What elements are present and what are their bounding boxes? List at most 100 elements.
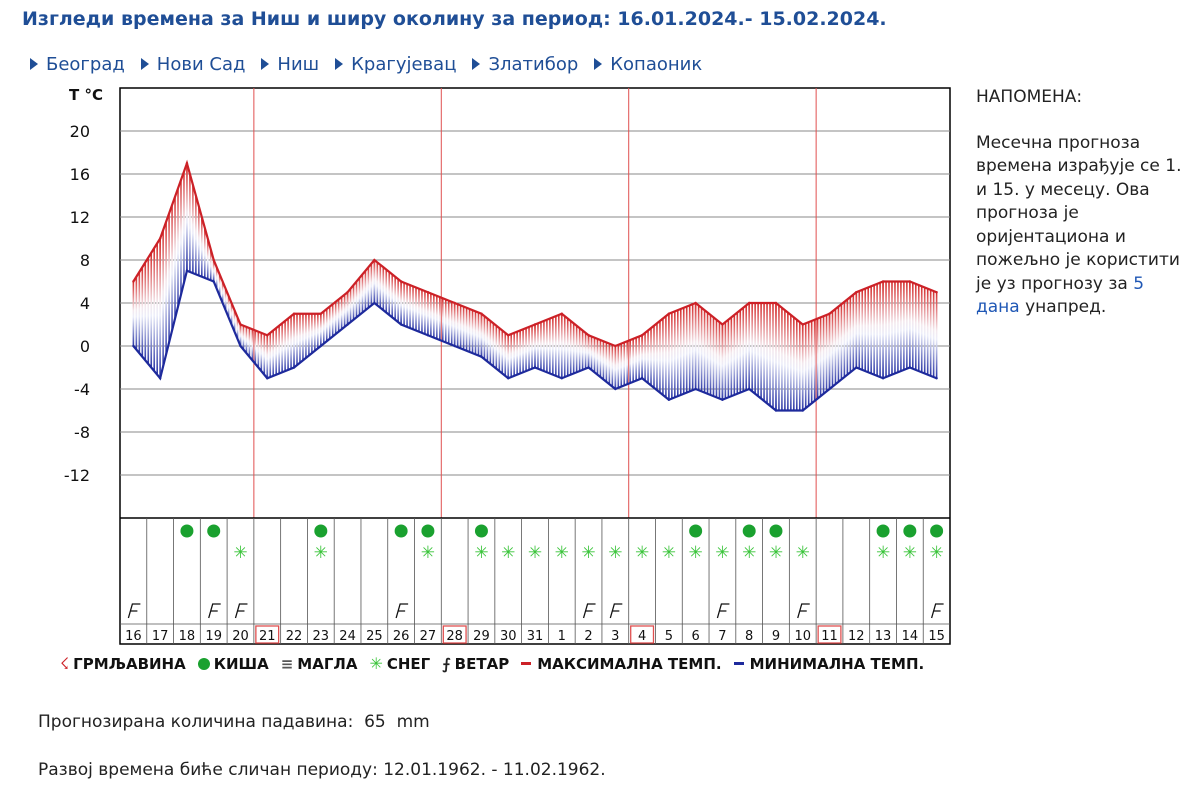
analog-period: 12.01.1962. - 11.02.1962. (383, 760, 606, 780)
min-temp-point (747, 387, 751, 391)
date-label: 22 (286, 629, 303, 644)
max-temp-point (908, 280, 912, 283)
y-axis-label: T °C (69, 86, 103, 104)
max-temp-point (828, 312, 831, 315)
min-temp-point (560, 377, 563, 380)
min-temp-point (828, 387, 831, 391)
snow-icon: ✳ (314, 543, 328, 563)
city-link-beograd[interactable]: Београд (30, 52, 125, 76)
city-link-kopaonik[interactable]: Копаоник (594, 52, 702, 76)
sunday-box (817, 625, 842, 644)
analog-label: Развој времена биће сличан периоду: (38, 760, 378, 780)
y-tick-label: 0 (80, 337, 90, 356)
date-label: 7 (718, 629, 726, 644)
min-temp-point (292, 366, 296, 369)
legend-label: МАГЛА (297, 654, 358, 673)
legend-rain: КИША (197, 654, 269, 673)
date-label: 23 (313, 629, 330, 644)
wind-icon (930, 603, 944, 619)
min-temp-point (935, 377, 938, 380)
min-temp-point (587, 366, 590, 369)
city-label: Ниш (277, 53, 320, 75)
wind-icon (582, 603, 596, 619)
min-temp-point (533, 366, 537, 369)
snow-icon: ✳ (715, 543, 729, 563)
date-label: 12 (848, 629, 865, 644)
arrow-right-icon (30, 58, 38, 70)
note-link-5-days[interactable]: 5 дана (976, 273, 1145, 318)
legend-thunder: ☇ ГРМЉАВИНА (60, 654, 186, 673)
rain-icon (474, 524, 488, 538)
precipitation-summary: Прогнозирана количина падавина: 65 mm (38, 712, 430, 732)
max-temp-point (373, 258, 376, 262)
max-temp-point (801, 323, 804, 326)
city-label: Златибор (488, 53, 579, 75)
max-temp-point (292, 312, 296, 315)
max-temp-point (453, 301, 456, 305)
max-line-icon (521, 662, 532, 665)
max-temp-point (212, 258, 215, 262)
min-temp-point (640, 377, 644, 380)
y-tick-label: -12 (64, 466, 90, 485)
precip-value: 65 (364, 712, 386, 732)
snow-icon: ✳ (501, 543, 515, 563)
sunday-box (255, 625, 280, 644)
min-temp-point (185, 269, 189, 272)
max-temp-point (935, 291, 938, 294)
min-temp-point (774, 409, 778, 412)
y-tick-label: 16 (70, 165, 90, 184)
max-temp-point (560, 312, 563, 315)
rain-icon (180, 524, 194, 538)
date-label: 2 (584, 629, 592, 644)
snow-icon: ✳ (474, 543, 488, 563)
date-label: 16 (125, 629, 142, 644)
date-label: 17 (152, 629, 169, 644)
precip-unit: mm (396, 712, 430, 732)
max-temp-point (667, 312, 671, 315)
min-temp-point (881, 377, 885, 380)
city-link-novi-sad[interactable]: Нови Сад (140, 52, 245, 76)
rain-icon (197, 657, 210, 670)
snow-icon: ✳ (555, 543, 569, 563)
max-temp-point (507, 334, 510, 337)
date-label: 13 (875, 629, 892, 644)
min-temp-point (480, 355, 483, 358)
wind-icon (797, 603, 810, 619)
min-line-icon (733, 662, 744, 665)
snow-icon: ✳ (608, 543, 622, 563)
date-label: 20 (232, 629, 249, 644)
max-temp-point (747, 301, 751, 305)
city-link-nis[interactable]: Ниш (261, 52, 319, 76)
min-temp-point (426, 334, 430, 337)
precip-label: Прогнозирана количина падавина: (38, 712, 354, 732)
legend-label: МИНИМАЛНА ТЕМП. (749, 654, 925, 673)
date-label: 14 (902, 629, 919, 644)
wind-icon (127, 603, 141, 619)
rain-icon (742, 524, 756, 538)
fog-icon: ≡ (280, 654, 294, 673)
legend-label: КИША (213, 654, 269, 673)
legend-wind: ⨍ ВЕТАР (442, 655, 509, 673)
thunder-icon: ☇ (60, 654, 70, 673)
snow-icon: ✳ (769, 543, 783, 563)
legend-label: ГРМЉАВИНА (73, 654, 186, 673)
date-label: 15 (928, 629, 945, 644)
max-temp-point (774, 301, 778, 305)
city-link-zlatibor[interactable]: Златибор (472, 52, 578, 76)
min-temp-point (319, 344, 323, 348)
wind-icon (208, 603, 221, 619)
max-temp-point (239, 323, 242, 326)
max-temp-point (158, 237, 162, 240)
rain-icon (394, 524, 408, 538)
max-temp-point (694, 301, 697, 305)
date-label: 29 (473, 629, 490, 644)
y-tick-label: -8 (74, 423, 90, 442)
snow-icon: ✳ (662, 543, 676, 563)
min-temp-point (908, 366, 912, 369)
sunday-box (630, 625, 655, 644)
rain-icon (207, 524, 221, 538)
legend-fog: ≡ МАГЛА (281, 655, 358, 673)
city-label: Београд (46, 53, 125, 75)
city-link-kragujevac[interactable]: Крагујевац (335, 52, 456, 76)
